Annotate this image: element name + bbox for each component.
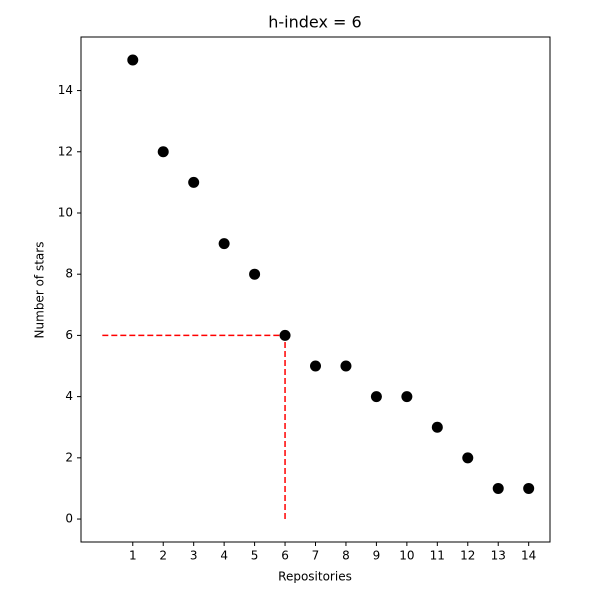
x-tick-label: 12 [460, 549, 475, 563]
point [370, 391, 382, 403]
y-tick-label: 2 [65, 450, 73, 464]
point [157, 146, 169, 158]
y-tick-label: 6 [65, 328, 73, 342]
x-axis-label: Repositories [278, 570, 352, 584]
x-tick-label: 6 [281, 549, 289, 563]
y-tick-label: 8 [65, 267, 73, 281]
point [249, 268, 261, 280]
point [188, 176, 200, 188]
x-tick-label: 10 [399, 549, 414, 563]
x-tick-label: 1 [129, 549, 137, 563]
chart-title: h-index = 6 [268, 13, 361, 32]
x-tick-label: 13 [491, 549, 506, 563]
point [401, 391, 413, 403]
y-tick-label: 12 [58, 144, 73, 158]
y-axis-label: Number of stars [33, 242, 47, 339]
point [310, 360, 321, 372]
plot-frame [80, 36, 551, 543]
x-tick-label: 2 [159, 549, 167, 563]
x-tick-label: 7 [312, 549, 320, 563]
point [218, 238, 230, 250]
y-tick-label: 14 [58, 83, 73, 97]
x-tick-label: 9 [373, 549, 381, 563]
x-tick-label: 14 [521, 549, 536, 563]
x-tick-label: 8 [342, 549, 350, 563]
point [523, 482, 535, 494]
x-tick-label: 4 [220, 549, 228, 563]
x-tick-label: 11 [430, 549, 445, 563]
point [127, 54, 139, 66]
x-tick-label: 5 [251, 549, 259, 563]
point [431, 421, 443, 433]
point [279, 329, 291, 341]
y-tick-label: 10 [58, 205, 73, 219]
point [462, 452, 474, 464]
point [340, 360, 352, 372]
point [492, 482, 504, 494]
y-tick-label: 0 [65, 512, 73, 526]
x-tick-label: 3 [190, 549, 198, 563]
y-tick-label: 4 [65, 389, 73, 403]
